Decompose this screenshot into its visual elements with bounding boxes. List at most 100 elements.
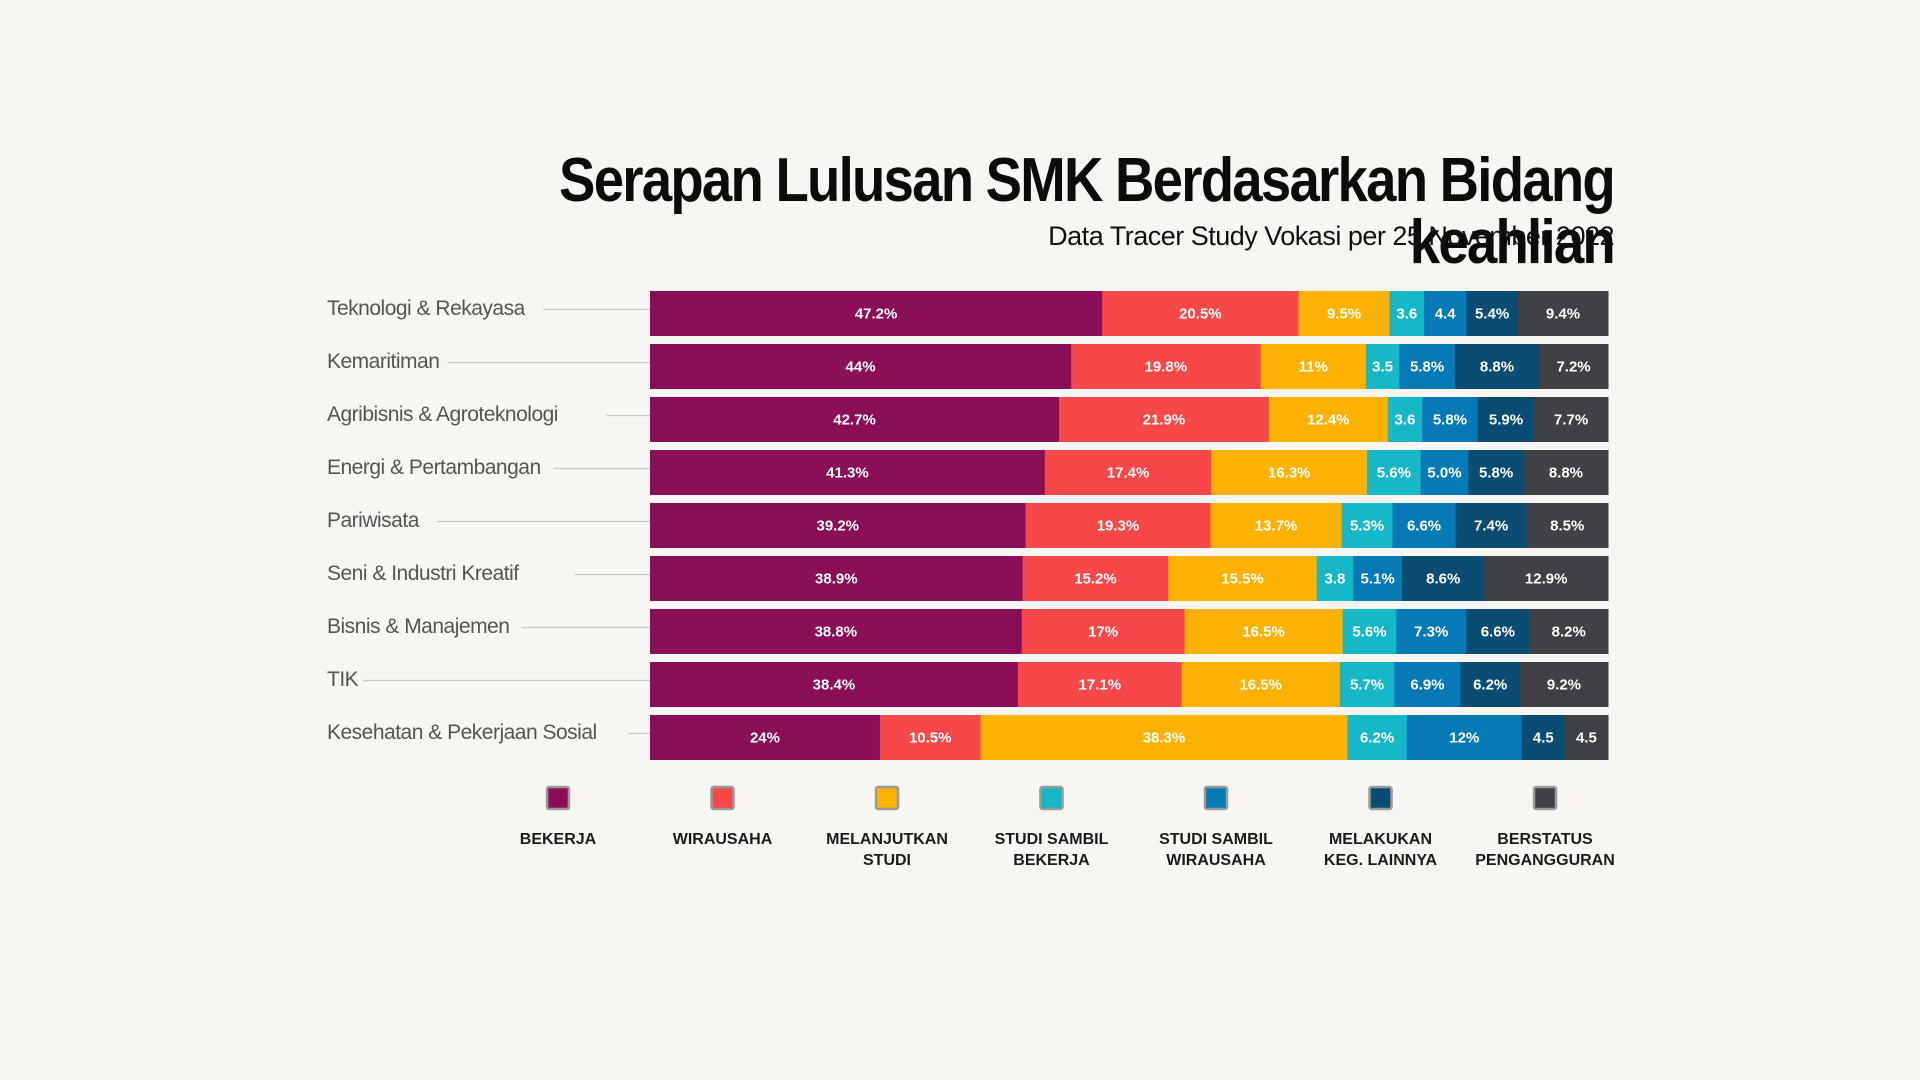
bar-segment-melanjutkan-studi: [1298, 291, 1391, 336]
bar-segment-studi-sambil-bekerja: [1387, 397, 1423, 442]
category-label-kemaritiman: Kemaritiman: [327, 350, 439, 373]
data-label: 6.6%: [1407, 517, 1441, 534]
bar-segment-wirausaha: [879, 715, 982, 760]
data-label: 38.8%: [815, 623, 858, 640]
data-label: 6.6%: [1481, 623, 1515, 640]
bar-segment-bekerja: [650, 344, 1072, 389]
data-label: 5.9%: [1489, 411, 1523, 428]
data-label: 4.4: [1435, 305, 1457, 322]
data-label: 5.8%: [1433, 411, 1467, 428]
legend-label: KEG. LAINNYA: [1324, 852, 1438, 869]
legend-label: STUDI SAMBIL: [995, 831, 1109, 848]
legend-swatch-melakukan-keg-lainnya: [1368, 785, 1393, 811]
bar-segment-berstatus-pengangguran: [1523, 450, 1609, 495]
bar-segment-melakukan-keg-lainnya: [1521, 715, 1566, 760]
bar-segment-wirausaha: [1044, 450, 1212, 495]
data-label: 3.8: [1325, 570, 1346, 587]
bar-segment-bekerja: [650, 503, 1027, 548]
category-label-pariwisata: Pariwisata: [327, 509, 420, 532]
bar-segment-melanjutkan-studi: [1260, 344, 1367, 389]
data-label: 47.2%: [855, 305, 898, 322]
legend-label: PENGANGGURAN: [1475, 852, 1615, 869]
bar-segment-wirausaha: [1017, 662, 1183, 707]
legend-swatch-melanjutkan-studi: [874, 785, 900, 811]
bar-segment-bekerja: [650, 556, 1024, 601]
bar-segment-studi-sambil-wirausaha: [1424, 291, 1467, 336]
data-label: 8.8%: [1549, 464, 1583, 481]
category-label-energi-and-pertambangan: Energi & Pertambangan: [327, 456, 541, 479]
bar-segment-melakukan-keg-lainnya: [1477, 397, 1535, 442]
bar-segment-studi-sambil-bekerja: [1339, 662, 1395, 707]
data-label: 15.5%: [1221, 570, 1264, 587]
legend-label: STUDI: [863, 852, 911, 869]
data-label: 5.4%: [1475, 305, 1509, 322]
legend-swatch-berstatus-pengangguran: [1532, 785, 1558, 811]
data-label: 5.3%: [1350, 517, 1384, 534]
data-label: 7.7%: [1554, 411, 1588, 428]
data-label: 11%: [1299, 358, 1328, 375]
bar-segment-wirausaha: [1102, 291, 1300, 336]
bar-segment-bekerja: [650, 397, 1060, 442]
data-label: 44%: [846, 358, 876, 375]
data-label: 38.9%: [815, 570, 858, 587]
data-label: 5.8%: [1479, 464, 1513, 481]
bar-segment-berstatus-pengangguran: [1517, 291, 1609, 336]
legend-swatch-studi-sambil-bekerja: [1039, 785, 1064, 811]
category-label-tik: TIK: [327, 668, 359, 691]
category-label-agribisnis-and-agroteknologi: Agribisnis & Agroteknologi: [327, 403, 558, 426]
legend-label: MELANJUTKAN: [826, 831, 948, 848]
bar-segment-bekerja: [650, 662, 1019, 707]
data-label: 24%: [750, 729, 780, 746]
chart-title: Serapan Lulusan SMK Berdasarkan Bidang k…: [559, 146, 1616, 277]
bar-segment-studi-sambil-bekerja: [1347, 715, 1408, 760]
data-label: 8.2%: [1552, 623, 1586, 640]
legend-swatch-bekerja: [545, 785, 571, 811]
data-label: 5.7%: [1350, 676, 1384, 693]
data-label: 8.6%: [1426, 570, 1460, 587]
data-label: 17.1%: [1079, 676, 1122, 693]
bar-segment-melanjutkan-studi: [980, 715, 1348, 760]
data-label: 9.5%: [1327, 305, 1361, 322]
data-label: 15.2%: [1074, 570, 1117, 587]
data-label: 4.5: [1576, 729, 1597, 746]
legend: BEKERJA WIRAUSAHA MELANJUTKAN STUDI STUDI SA…: [520, 785, 1615, 869]
legend-label: BEKERJA: [1013, 852, 1090, 869]
legend-swatch-wirausaha: [710, 785, 735, 811]
bar-segment-melakukan-keg-lainnya: [1466, 291, 1519, 336]
data-label: 7.2%: [1556, 358, 1590, 375]
data-label: 20.5%: [1179, 305, 1222, 322]
bar-segment-studi-sambil-wirausaha: [1394, 662, 1461, 707]
bar-segment-wirausaha: [1021, 609, 1186, 654]
data-label: 42.7%: [833, 411, 876, 428]
bar-segment-berstatus-pengangguran: [1539, 344, 1609, 389]
data-label: 12.4%: [1307, 411, 1350, 428]
data-label: 8.5%: [1550, 517, 1584, 534]
legend-label: STUDI SAMBIL: [1159, 831, 1273, 848]
bar-segment-berstatus-pengangguran: [1534, 397, 1609, 442]
legend-label: WIRAUSAHA: [673, 831, 773, 848]
category-label-seni-and-industri-kreatif: Seni & Industri Kreatif: [327, 562, 519, 585]
bar-segment-studi-sambil-wirausaha: [1396, 609, 1467, 654]
bar-segment-melanjutkan-studi: [1181, 662, 1341, 707]
bar-segment-studi-sambil-wirausaha: [1353, 556, 1403, 601]
legend-label: BEKERJA: [520, 831, 597, 848]
bar-segment-studi-sambil-bekerja: [1367, 450, 1422, 495]
data-label: 16.5%: [1242, 623, 1285, 640]
bar-segment-studi-sambil-bekerja: [1365, 344, 1400, 389]
data-label: 5.6%: [1377, 464, 1411, 481]
data-label: 38.4%: [813, 676, 856, 693]
bar-segment-melakukan-keg-lainnya: [1455, 503, 1528, 548]
chart-subtitle: Data Tracer Study Vokasi per 25 November…: [1048, 221, 1614, 251]
category-label-teknologi-and-rekayasa: Teknologi & Rekayasa: [327, 297, 526, 320]
data-label: 21.9%: [1143, 411, 1186, 428]
category-label-bisnis-and-manajemen: Bisnis & Manajemen: [327, 615, 509, 638]
bar-segment-berstatus-pengangguran: [1564, 715, 1609, 760]
bar-segment-berstatus-pengangguran: [1484, 556, 1609, 601]
data-label: 38.3%: [1143, 729, 1186, 746]
bar-segment-berstatus-pengangguran: [1519, 662, 1609, 707]
bar-segment-melakukan-keg-lainnya: [1468, 450, 1525, 495]
data-label: 3.6: [1394, 411, 1415, 428]
bar-segment-melanjutkan-studi: [1210, 503, 1343, 548]
bar-segment-studi-sambil-bekerja: [1389, 291, 1425, 336]
